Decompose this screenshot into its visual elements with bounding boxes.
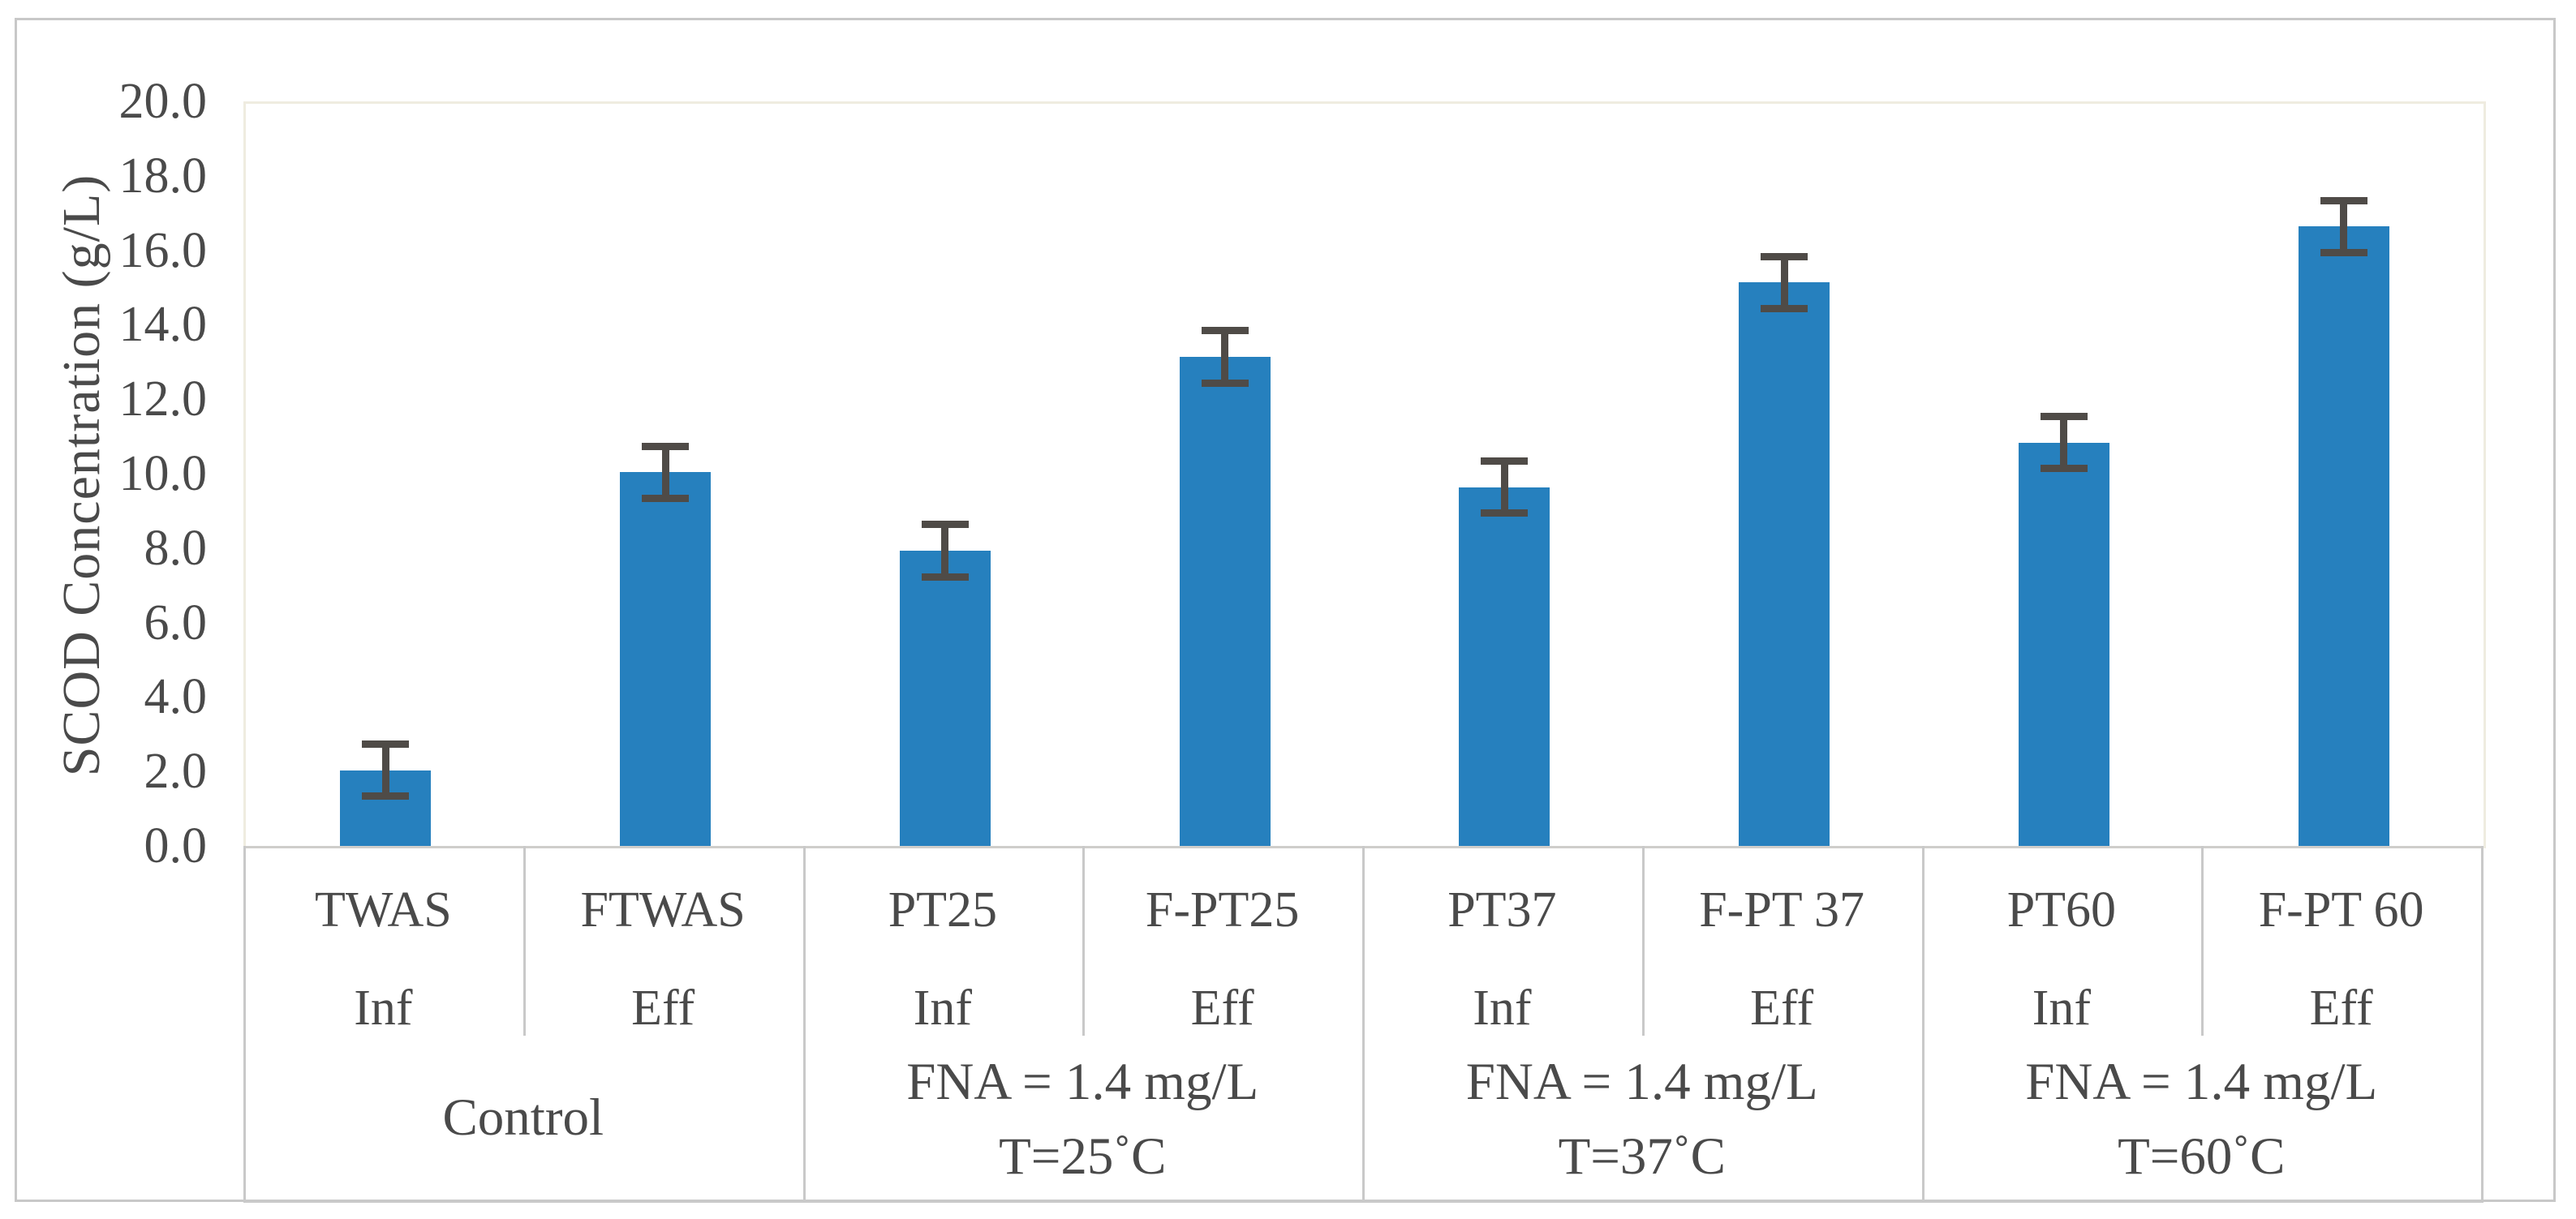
- table-left-border: [243, 846, 246, 1200]
- group-label-line: FNA = 1.4 mg/L: [2025, 1053, 2378, 1111]
- bar-pt60: [2018, 442, 2109, 848]
- error-bar-whisker: [381, 740, 389, 801]
- error-bar-whisker: [1780, 252, 1788, 313]
- group-label-line: T=25˚C: [999, 1127, 1167, 1186]
- group-label: FNA = 1.4 mg/L T=60˚C: [1922, 1045, 2482, 1194]
- group-label: Control: [243, 1080, 803, 1155]
- category-name-label: TWAS: [314, 882, 452, 938]
- error-bar-cap-top: [642, 442, 690, 450]
- y-tick-label: 8.0: [144, 520, 208, 576]
- category-phase-label: Inf: [2032, 981, 2092, 1036]
- group-separator: [1362, 846, 1365, 1200]
- error-bar-cap-bottom: [642, 495, 690, 503]
- category-name-label: FTWAS: [580, 882, 746, 938]
- y-tick-label: 6.0: [144, 594, 208, 650]
- group-label: FNA = 1.4 mg/L T=37˚C: [1362, 1045, 1922, 1194]
- bar-f-pt-37: [1739, 282, 1830, 848]
- group-label-line: FNA = 1.4 mg/L: [1465, 1053, 1818, 1111]
- category-name-label: PT25: [888, 882, 998, 938]
- error-bar-whisker: [1500, 457, 1508, 517]
- category-name-label: F-PT 37: [1699, 882, 1865, 938]
- category-phase-label: Eff: [631, 981, 695, 1036]
- bar-f-pt25: [1179, 357, 1271, 848]
- group-label-line: Control: [442, 1088, 604, 1147]
- category-name-label: PT60: [2006, 882, 2117, 938]
- y-tick-label: 18.0: [118, 148, 208, 204]
- error-bar-cap-top: [1761, 252, 1808, 260]
- category-phase-label: Eff: [1190, 981, 1254, 1036]
- group-label-line: FNA = 1.4 mg/L: [906, 1053, 1259, 1111]
- error-bar-cap-top: [1481, 457, 1529, 466]
- group-label: FNA = 1.4 mg/L T=25˚C: [803, 1045, 1363, 1194]
- error-bar-cap-bottom: [1761, 305, 1808, 313]
- error-bar-cap-bottom: [1201, 379, 1249, 387]
- category-name-label: F-PT 60: [2258, 882, 2424, 938]
- bar-f-pt-60: [2298, 226, 2389, 848]
- error-bar-cap-top: [362, 740, 410, 748]
- error-bar-cap-top: [1201, 327, 1249, 335]
- category-phase-label: Inf: [1473, 981, 1532, 1036]
- error-bar-whisker: [661, 442, 669, 503]
- bar-pt25: [899, 550, 991, 848]
- group-label-line: T=60˚C: [2118, 1127, 2286, 1186]
- error-bar-whisker: [1221, 327, 1229, 387]
- plot-area: [243, 101, 2486, 848]
- group-label-line: T=37˚C: [1558, 1127, 1726, 1186]
- error-bar-cap-bottom: [1481, 509, 1529, 517]
- category-name-label: PT37: [1447, 882, 1557, 938]
- error-bar-cap-top: [921, 521, 969, 529]
- y-tick-label: 0.0: [144, 818, 208, 873]
- category-phase-label: Eff: [1750, 981, 1814, 1036]
- group-separator: [1921, 846, 1924, 1200]
- y-tick-label: 12.0: [118, 371, 208, 427]
- y-tick-label: 16.0: [118, 222, 208, 278]
- error-bar-cap-top: [2320, 196, 2367, 204]
- error-bar-cap-bottom: [2320, 249, 2367, 257]
- table-right-border: [2481, 846, 2484, 1200]
- error-bar-cap-top: [2040, 412, 2088, 420]
- category-phase-label: Eff: [2309, 981, 2373, 1036]
- bar-pt37: [1459, 487, 1550, 848]
- error-bar-cap-bottom: [921, 573, 969, 581]
- cell-separator: [1082, 846, 1086, 1036]
- category-phase-label: Inf: [913, 981, 973, 1036]
- category-name-label: F-PT25: [1145, 882, 1300, 938]
- category-phase-label: Inf: [354, 981, 413, 1036]
- cell-separator: [1641, 846, 1645, 1036]
- group-separator: [802, 846, 806, 1200]
- error-bar-whisker: [941, 521, 949, 581]
- cell-separator: [523, 846, 526, 1036]
- error-bar-cap-bottom: [2040, 465, 2088, 473]
- y-tick-label: 2.0: [144, 744, 208, 800]
- error-bar-whisker: [2340, 196, 2348, 257]
- y-tick-label: 20.0: [118, 74, 208, 129]
- error-bar-whisker: [2060, 412, 2068, 473]
- y-tick-label: 4.0: [144, 669, 208, 725]
- bar-ftwas: [620, 472, 712, 848]
- cell-separator: [2201, 846, 2204, 1036]
- error-bar-cap-bottom: [362, 792, 410, 801]
- y-tick-label: 10.0: [118, 446, 208, 501]
- table-bottom-border: [243, 1200, 2484, 1203]
- y-tick-label: 14.0: [118, 297, 208, 353]
